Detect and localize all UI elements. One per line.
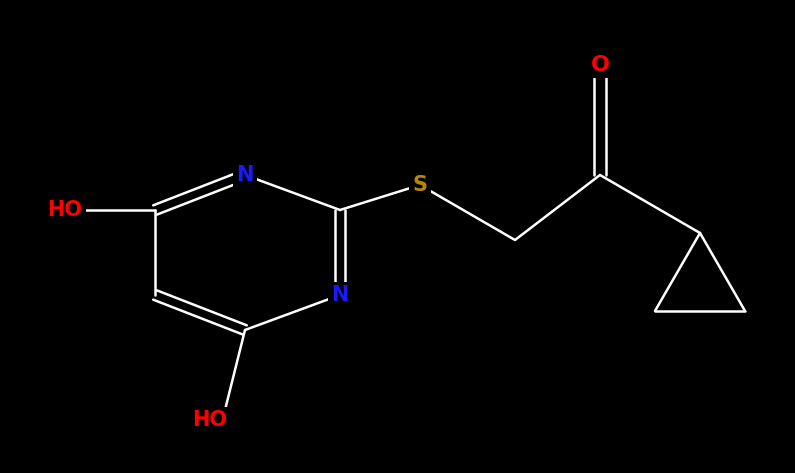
Text: S: S — [413, 175, 428, 195]
Text: HO: HO — [48, 200, 83, 220]
Text: HO: HO — [192, 410, 227, 430]
Text: N: N — [332, 285, 349, 305]
Text: N: N — [236, 165, 254, 185]
Text: O: O — [591, 55, 610, 75]
